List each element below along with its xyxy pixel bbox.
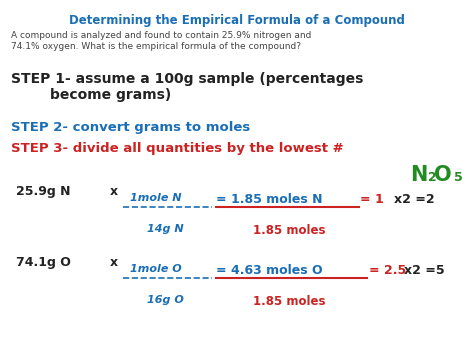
Text: = 1: = 1 <box>360 193 384 206</box>
Text: = 1.85 moles N: = 1.85 moles N <box>216 193 322 206</box>
Text: 5: 5 <box>454 171 463 184</box>
Text: O: O <box>434 165 452 185</box>
Text: 16g O: 16g O <box>146 295 183 305</box>
Text: = 4.63 moles O: = 4.63 moles O <box>216 264 322 278</box>
Text: STEP 2- convert grams to moles: STEP 2- convert grams to moles <box>11 121 250 134</box>
Text: 1.85 moles: 1.85 moles <box>254 295 326 308</box>
Text: x: x <box>110 185 118 197</box>
Text: STEP 3- divide all quantities by the lowest #: STEP 3- divide all quantities by the low… <box>11 142 344 155</box>
Text: 2: 2 <box>428 171 437 184</box>
Text: 74.1g O: 74.1g O <box>16 256 71 269</box>
Text: x2 =5: x2 =5 <box>404 264 445 278</box>
Text: N: N <box>410 165 428 185</box>
Text: 1mole N: 1mole N <box>129 193 181 203</box>
Text: 25.9g N: 25.9g N <box>16 185 70 197</box>
Text: A compound is analyzed and found to contain 25.9% nitrogen and
74.1% oxygen. Wha: A compound is analyzed and found to cont… <box>11 31 311 51</box>
Text: = 2.5: = 2.5 <box>369 264 406 278</box>
Text: 14g N: 14g N <box>146 224 183 234</box>
Text: 1.85 moles: 1.85 moles <box>254 224 326 237</box>
Text: STEP 1- assume a 100g sample (percentages
        become grams): STEP 1- assume a 100g sample (percentage… <box>11 72 363 102</box>
Text: x2 =2: x2 =2 <box>394 193 435 206</box>
Text: x: x <box>110 256 118 269</box>
Text: Determining the Empirical Formula of a Compound: Determining the Empirical Formula of a C… <box>69 14 405 27</box>
Text: 1mole O: 1mole O <box>129 264 182 274</box>
